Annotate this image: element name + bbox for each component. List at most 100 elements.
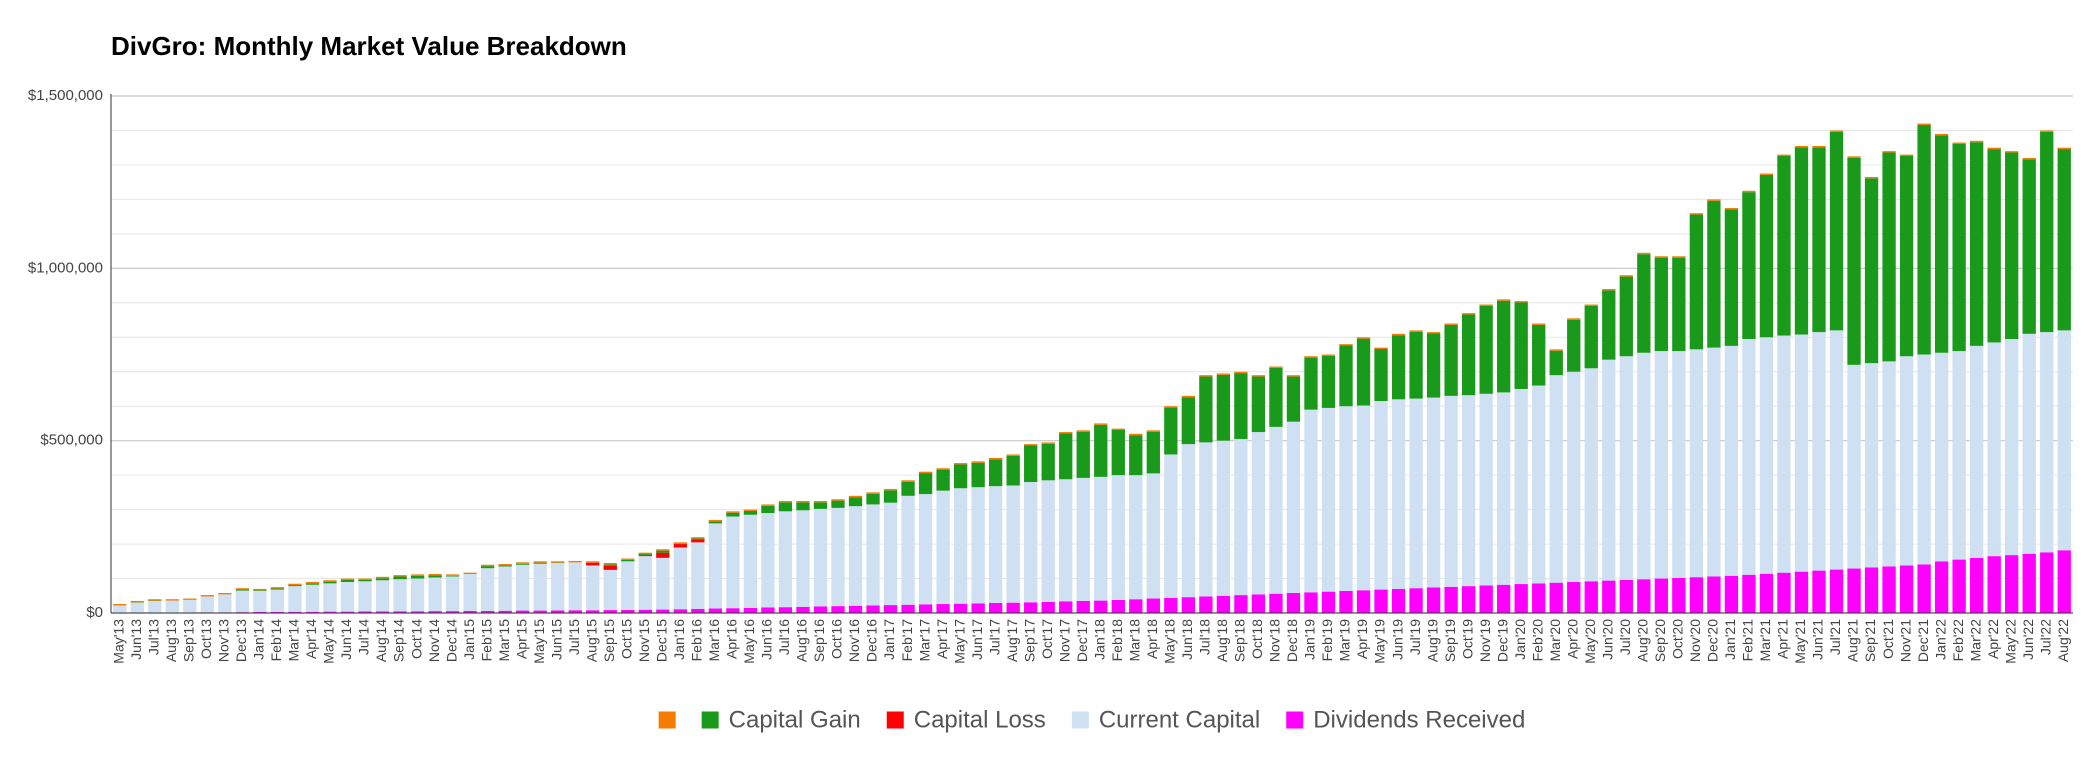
bar-segment [253, 590, 267, 591]
bar-segment [813, 508, 828, 607]
bar-segment [1952, 559, 1966, 613]
bar-segment [1812, 332, 1826, 571]
x-tick-label: Oct'18 [1249, 619, 1265, 659]
bar-segment [1847, 156, 1861, 158]
x-tick-label: Mar'18 [1126, 619, 1142, 662]
bar-segment [1076, 477, 1090, 601]
bar-segment [1304, 356, 1318, 358]
bar-segment [165, 600, 179, 613]
x-tick-label: Apr'18 [1144, 619, 1160, 659]
bar-segment [1269, 593, 1283, 613]
bar-segment [1952, 142, 1966, 144]
bar-segment [918, 494, 933, 605]
bar-segment [1479, 393, 1493, 586]
bar-segment [1602, 359, 1616, 581]
bar-segment [1567, 319, 1581, 372]
bar-segment [708, 521, 723, 524]
bar-segment [1339, 345, 1353, 407]
bar-segment [1199, 442, 1213, 597]
bar-segment [516, 564, 530, 611]
bar-segment [953, 488, 968, 604]
bar-segment [1759, 173, 1774, 175]
legend-swatch [1286, 711, 1304, 729]
bar-segment [1041, 480, 1055, 602]
legend-swatch [658, 711, 676, 729]
x-tick-label: Jun'14 [338, 619, 354, 660]
bar-segment [1269, 366, 1283, 368]
bar-segment [1146, 473, 1160, 599]
bar-segment [603, 563, 617, 565]
bar-segment [1899, 154, 1914, 156]
bar-segment [1497, 299, 1511, 301]
bar-segment [673, 544, 687, 548]
bar-segment [323, 611, 337, 613]
x-tick-label: May'21 [1792, 619, 1808, 664]
x-tick-label: Sep'14 [391, 619, 407, 662]
bar-segment [1584, 305, 1598, 369]
x-tick-label: Apr'14 [303, 619, 319, 659]
x-tick-label: May'14 [321, 619, 337, 664]
bar-segment [1549, 350, 1563, 376]
bar-segment [1461, 313, 1476, 315]
x-tick-label: Mar'15 [496, 619, 512, 662]
bar-segment [1076, 600, 1090, 613]
x-tick-label: May'16 [741, 619, 757, 664]
bar-segment [1567, 581, 1581, 613]
x-tick-label: Sep'15 [601, 619, 617, 662]
x-tick-label: Feb'16 [689, 619, 705, 662]
bar-segment [1689, 577, 1704, 613]
bar-segment [445, 611, 460, 613]
bar-segment [1934, 352, 1949, 562]
bar-segment [1181, 395, 1196, 398]
bar-segment [463, 610, 477, 613]
bar-segment [1164, 407, 1178, 455]
bar-segment [1059, 433, 1073, 480]
bar-segment [148, 600, 162, 613]
bar-segment [1374, 348, 1388, 402]
bar-segment [1514, 302, 1528, 389]
bar-segment [1759, 174, 1774, 338]
bar-segment [778, 607, 793, 613]
bar-segment [1006, 454, 1020, 456]
bar-segment [1532, 583, 1546, 613]
x-tick-label: Nov'17 [1056, 619, 1072, 662]
bar-segment [953, 603, 968, 613]
bar-segment [1181, 597, 1196, 613]
bar-segment [1444, 323, 1458, 325]
bar-segment [726, 608, 740, 613]
bar-segment [375, 611, 390, 613]
bar-segment [1794, 145, 1809, 148]
bar-segment [1006, 455, 1020, 486]
x-tick-label: Oct'17 [1039, 619, 1055, 659]
bar-segment [1409, 330, 1423, 332]
bar-segment [1181, 444, 1196, 598]
bar-segment [691, 537, 705, 539]
bar-segment [1742, 338, 1756, 575]
bar-segment [1654, 351, 1668, 579]
x-tick-label: Nov'19 [1477, 619, 1493, 662]
bar-segment [1321, 354, 1336, 356]
bar-segment [1497, 392, 1511, 585]
x-tick-label: Jan'22 [1932, 619, 1948, 660]
bar-segment [1006, 485, 1020, 603]
bar-segment [1461, 395, 1476, 587]
bar-segment [445, 574, 460, 576]
bar-segment [1304, 409, 1318, 593]
x-tick-label: Sep'18 [1232, 619, 1248, 662]
bar-segment [1374, 401, 1388, 590]
bar-segment [1584, 368, 1598, 582]
bar-segment [638, 554, 652, 556]
y-tick-label: $0 [86, 604, 103, 621]
x-tick-label: Sep'16 [811, 619, 827, 662]
bar-segment [778, 502, 793, 512]
x-tick-label: Dec'20 [1705, 619, 1721, 662]
x-tick-label: Mar'21 [1757, 619, 1773, 662]
x-tick-label: Oct'13 [198, 619, 214, 659]
bar-segment [1969, 345, 1984, 558]
x-tick-label: Oct'21 [1880, 619, 1896, 659]
x-tick-label: Aug'17 [1004, 619, 1020, 662]
x-tick-label: Jul'18 [1197, 619, 1213, 655]
bar-segment [183, 598, 197, 600]
x-tick-label: Aug'19 [1424, 619, 1440, 662]
bars [113, 123, 2071, 613]
